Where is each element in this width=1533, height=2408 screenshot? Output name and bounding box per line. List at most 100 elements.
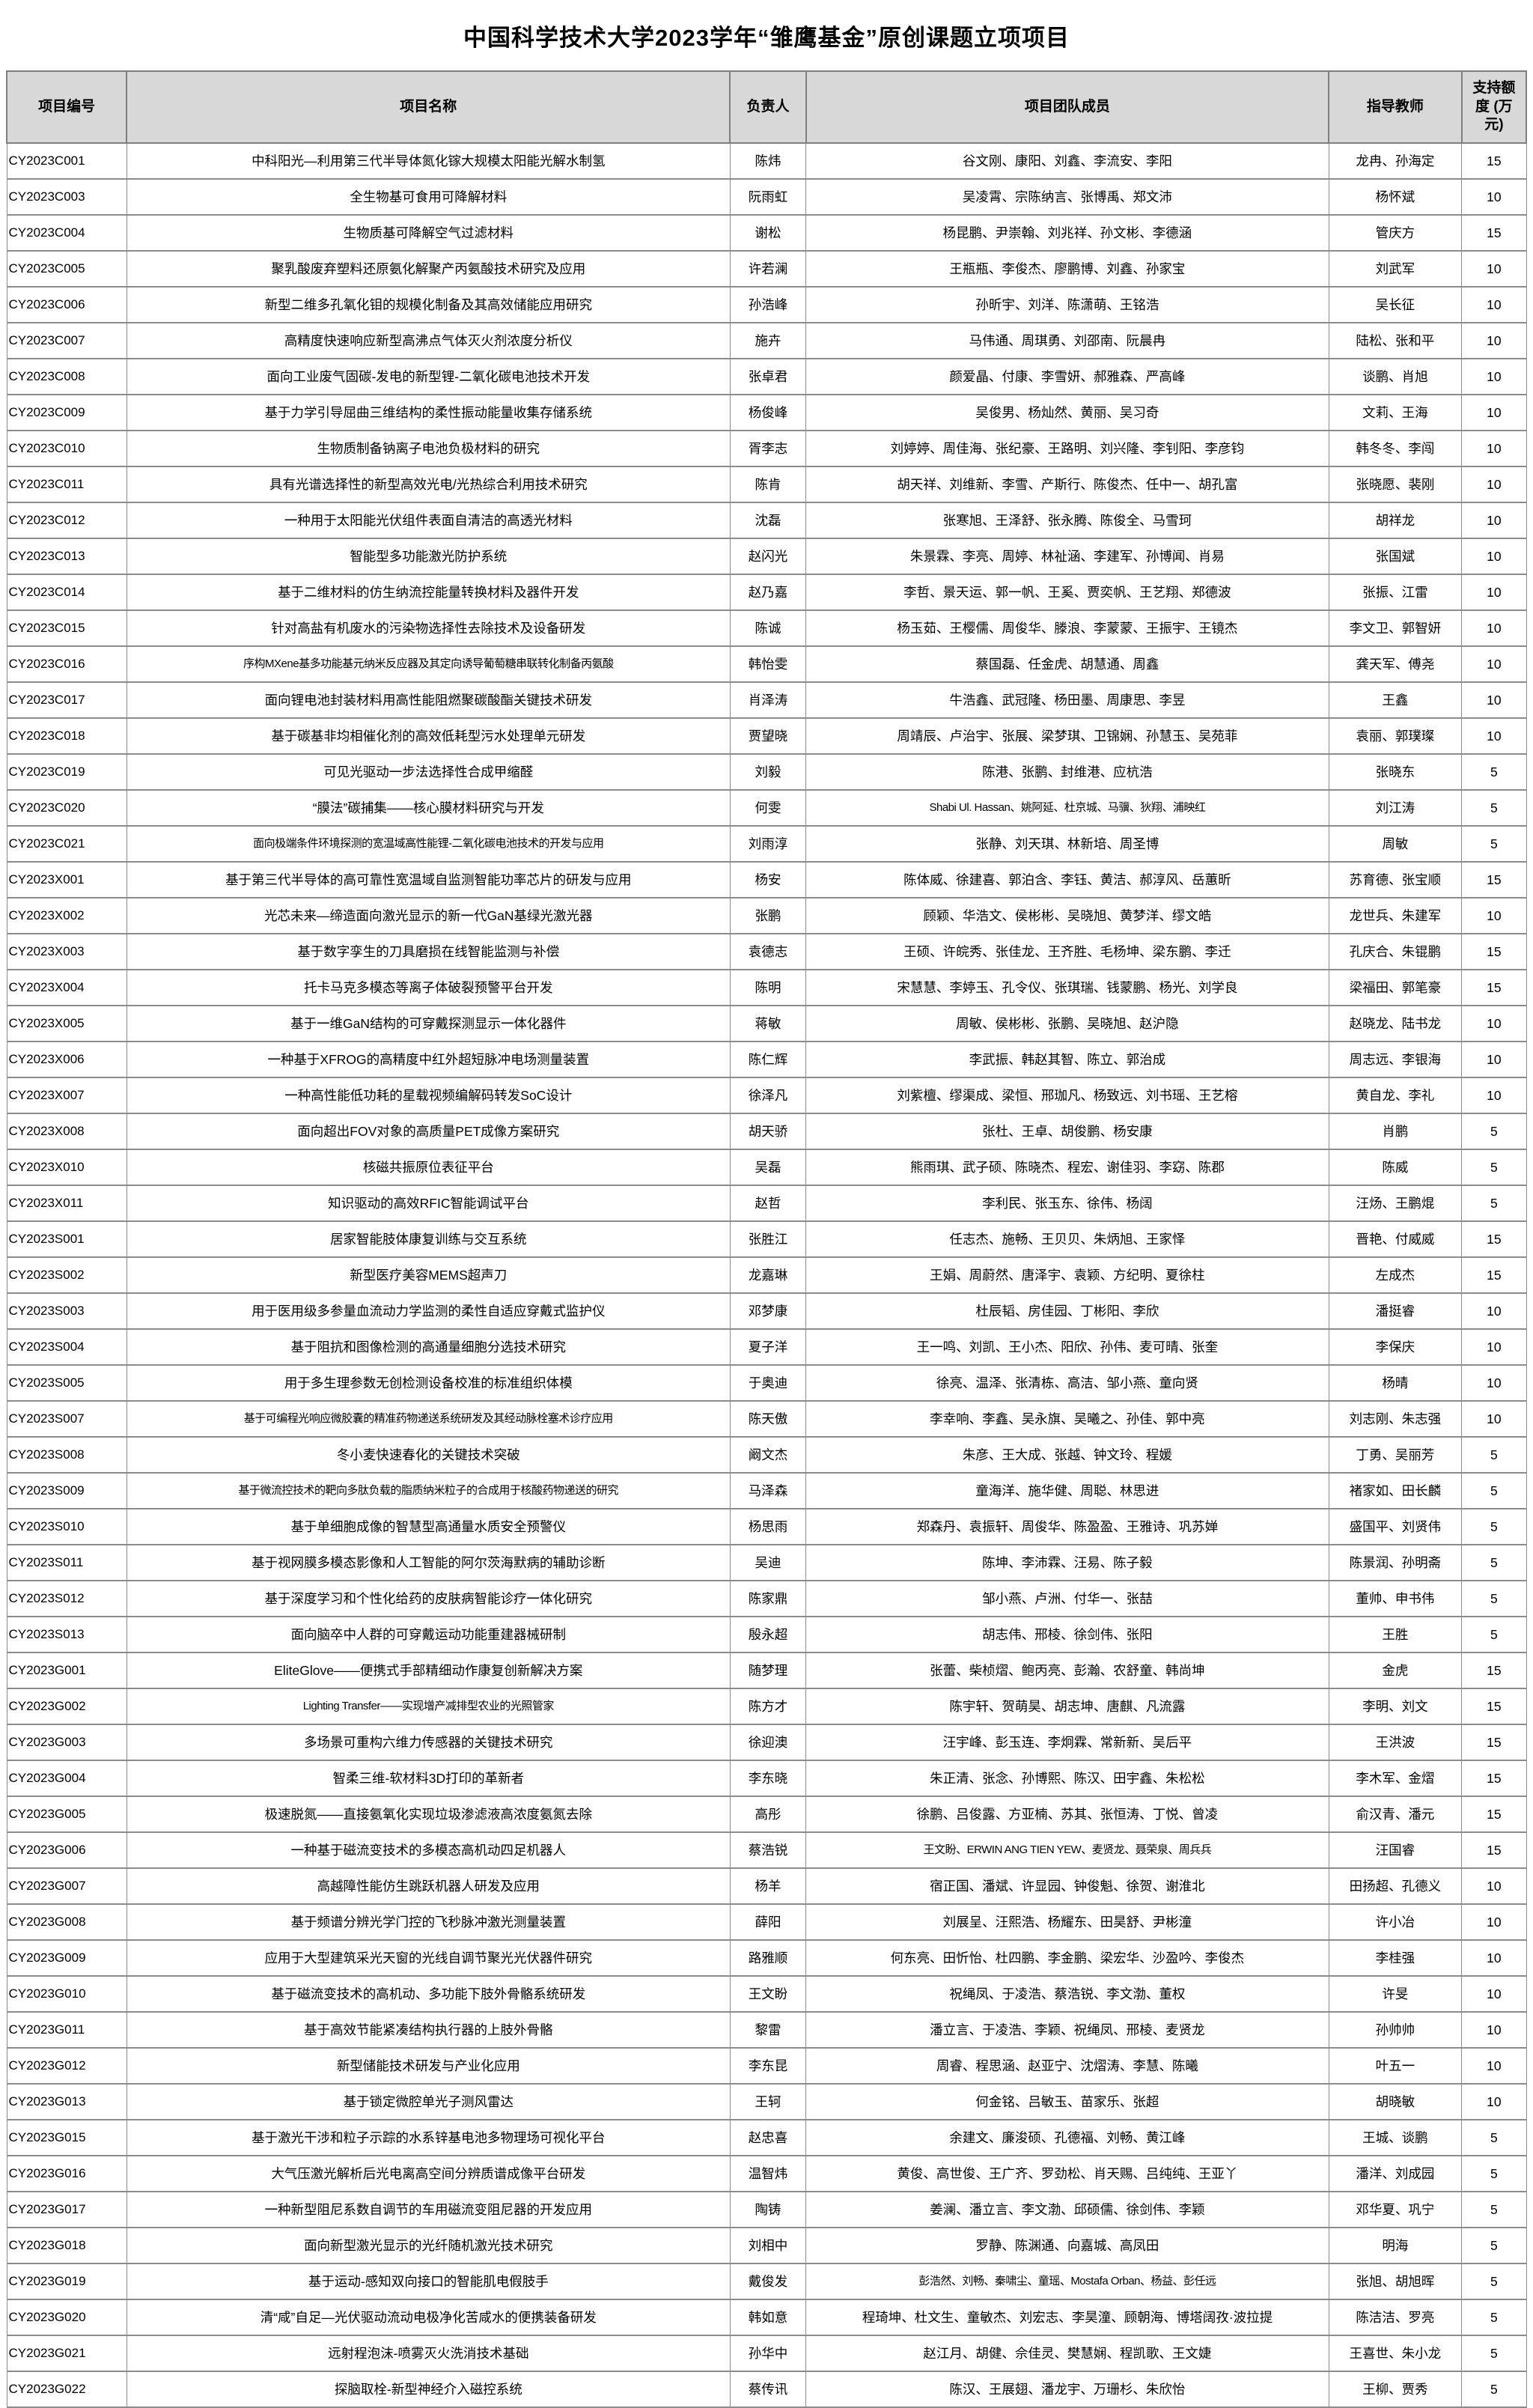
leader-cell: 韩怡雯 — [729, 645, 807, 684]
project-id-cell: CY2023G002 — [6, 1688, 127, 1726]
table-row: CY2023X003 基于数字孪生的刀具磨损在线智能监测与补偿 袁德志 王硕、许皖秀、… — [6, 933, 1527, 971]
project-id-cell: CY2023G013 — [6, 2083, 127, 2121]
table-row: CY2023G006 一种基于磁流变技术的多模态高机动四足机器人 蔡浩锐 王文盼、ER… — [6, 1831, 1527, 1870]
advisors-cell: 张国斌 — [1328, 538, 1463, 576]
table-row: CY2023S007 基于可编程光响应微胶囊的精准药物递送系统研发及其经动脉栓塞术… — [6, 1400, 1527, 1438]
project-id-cell: CY2023C019 — [6, 753, 127, 791]
advisors-cell: 陈洁洁、罗亮 — [1328, 2299, 1463, 2337]
project-id-cell: CY2023G010 — [6, 1975, 127, 2013]
project-id-cell: CY2023C001 — [6, 142, 127, 180]
advisors-cell: 晋艳、付威威 — [1328, 1220, 1463, 1259]
project-id-cell: CY2023S002 — [6, 1256, 127, 1295]
amount-cell: 15 — [1461, 142, 1527, 180]
table-row: CY2023G009 应用于大型建筑采光天窗的光线自调节聚光光伏器件研究 路雅顺 何东… — [6, 1939, 1527, 1977]
amount-cell: 5 — [1461, 2299, 1527, 2337]
project-name-cell: 基于第三代半导体的高可靠性宽温域自监测智能功率芯片的研发与应用 — [126, 861, 731, 899]
members-cell: 朱景霖、李亮、周婷、林祉涵、李建军、孙博闻、肖易 — [805, 538, 1329, 576]
table-row: CY2023G001 EliteGlove——便携式手部精细动作康复创新解决方案随… — [6, 1652, 1527, 1690]
leader-cell: 陈诚 — [729, 609, 807, 648]
advisors-cell: 刘志刚、朱志强 — [1328, 1400, 1463, 1438]
amount-cell: 5 — [1461, 1616, 1527, 1654]
amount-cell: 5 — [1461, 753, 1527, 791]
advisors-cell: 孙帅帅 — [1328, 2011, 1463, 2049]
project-id-cell: CY2023X007 — [6, 1077, 127, 1115]
amount-cell: 15 — [1461, 1796, 1527, 1834]
members-cell: 潘立言、于凌浩、李颖、祝绳凤、邢棱、麦贤龙 — [805, 2011, 1329, 2049]
leader-cell: 施卉 — [729, 322, 807, 360]
table-row: CY2023G022 探脑取栓-新型神经介入磁控系统 蔡传讯 陈汉、王展翅、潘龙宇、万… — [6, 2371, 1527, 2408]
advisors-cell: 汪炀、王鹏焜 — [1328, 1185, 1463, 1223]
project-id-cell: CY2023S013 — [6, 1616, 127, 1654]
members-cell: 吴凌霄、宗陈纳言、张博禹、郑文沛 — [805, 178, 1329, 216]
advisors-cell: 陈威 — [1328, 1149, 1463, 1187]
project-id-cell: CY2023C017 — [6, 681, 127, 720]
leader-cell: 陈仁辉 — [729, 1041, 807, 1079]
advisors-cell: 王胜 — [1328, 1616, 1463, 1654]
project-name-cell: 面向极端条件环境探测的宽温域高性能锂-二氧化碳电池技术的开发与应用 — [126, 825, 731, 863]
project-name-cell: 具有光谱选择性的新型高效光电/光热综合利用技术研究 — [126, 466, 731, 504]
members-cell: 程琦坤、杜文生、童敏杰、刘宏志、李昊潼、顾朝海、博塔阔孜·波拉提 — [805, 2299, 1329, 2337]
project-name-cell: 新型二维多孔氧化钼的规模化制备及其高效储能应用研究 — [126, 286, 731, 324]
amount-cell: 10 — [1461, 358, 1527, 396]
amount-cell: 5 — [1461, 2371, 1527, 2408]
leader-cell: 马泽森 — [729, 1472, 807, 1510]
project-id-cell: CY2023G004 — [6, 1760, 127, 1798]
advisors-cell: 李木军、金熠 — [1328, 1760, 1463, 1798]
leader-cell: 杨俊峰 — [729, 394, 807, 432]
leader-cell: 高彤 — [729, 1796, 807, 1834]
leader-cell: 殷永超 — [729, 1616, 807, 1654]
project-name-cell: 探脑取栓-新型神经介入磁控系统 — [126, 2371, 731, 2408]
members-cell: 刘展呈、汪熙浩、杨耀东、田昊舒、尹彬潼 — [805, 1903, 1329, 1942]
table-row: CY2023S013 面向脑卒中人群的可穿戴运动功能重建器械研制 殷永超 胡志伟、邢棱… — [6, 1616, 1527, 1654]
table-row: CY2023S010 基于单细胞成像的智慧型高通量水质安全预警仪 杨思雨 郑森丹、袁振… — [6, 1508, 1527, 1546]
table-row: CY2023G019 基于运动-感知双向接口的智能肌电假肢手 戴俊发 彭浩然、刘畅、秦… — [6, 2263, 1527, 2301]
project-id-cell: CY2023G021 — [6, 2335, 127, 2373]
advisors-cell: 谈鹏、肖旭 — [1328, 358, 1463, 396]
table-row: CY2023X010 核磁共振原位表征平台 吴磊 熊雨琪、武子硕、陈晓杰、程宏、谢佳羽… — [6, 1149, 1527, 1187]
project-name-cell: Lighting Transfer——实现增产减排型农业的光照管家 — [126, 1688, 731, 1726]
table-row: CY2023G010 基于磁流变技术的高机动、多功能下肢外骨骼系统研发 王文盼 祝绳凤… — [6, 1975, 1527, 2013]
project-id-cell: CY2023C006 — [6, 286, 127, 324]
amount-cell: 5 — [1461, 2335, 1527, 2373]
members-cell: 王一鸣、刘凯、王小杰、阳欣、孙伟、麦可晴、张奎 — [805, 1328, 1329, 1366]
table-row: CY2023C011 具有光谱选择性的新型高效光电/光热综合利用技术研究 陈肯 胡天祥… — [6, 466, 1527, 504]
amount-cell: 10 — [1461, 1400, 1527, 1438]
project-name-cell: 基于单细胞成像的智慧型高通量水质安全预警仪 — [126, 1508, 731, 1546]
advisors-cell: 王鑫 — [1328, 681, 1463, 720]
project-name-cell: 用于医用级多参量血流动力学监测的柔性自适应穿戴式监护仪 — [126, 1292, 731, 1331]
advisors-cell: 胡祥龙 — [1328, 502, 1463, 540]
advisors-cell: 陈景润、孙明斋 — [1328, 1544, 1463, 1582]
project-id-cell: CY2023C005 — [6, 250, 127, 288]
leader-cell: 赵哲 — [729, 1185, 807, 1223]
project-id-cell: CY2023C013 — [6, 538, 127, 576]
project-name-cell: 基于力学引导屈曲三维结构的柔性振动能量收集存储系统 — [126, 394, 731, 432]
project-id-cell: CY2023G018 — [6, 2227, 127, 2265]
amount-cell: 10 — [1461, 1041, 1527, 1079]
leader-cell: 张鹏 — [729, 897, 807, 935]
project-name-cell: 清“咸”自足—光伏驱动流动电极净化苦咸水的便携装备研发 — [126, 2299, 731, 2337]
table-row: CY2023X002 光芯未来—缔造面向激光显示的新一代GaN基绿光激光器 张鹏 顾颖… — [6, 897, 1527, 935]
advisors-cell: 盛国平、刘贤伟 — [1328, 1508, 1463, 1546]
table-header: 项目编号 项目名称 负责人 项目团队成员 指导教师 支持额度 (万元) — [5, 70, 1528, 145]
project-name-cell: 高越障性能仿生跳跃机器人研发及应用 — [126, 1867, 731, 1906]
table-row: CY2023G008 基于频谱分辨光学门控的飞秒脉冲激光测量装置 薛阳 刘展呈、汪熙浩… — [6, 1903, 1527, 1942]
advisors-cell: 李明、刘文 — [1328, 1688, 1463, 1726]
amount-cell: 5 — [1461, 1149, 1527, 1187]
amount-cell: 15 — [1461, 1724, 1527, 1762]
leader-cell: 阮雨虹 — [729, 178, 807, 216]
table-row: CY2023C016 序构MXene基多功能基元纳米反应器及其定向诱导葡萄糖串联转… — [6, 645, 1527, 684]
amount-cell: 10 — [1461, 2011, 1527, 2049]
advisors-cell: 潘挺睿 — [1328, 1292, 1463, 1331]
project-name-cell: 冬小麦快速春化的关键技术突破 — [126, 1436, 731, 1474]
table-row: CY2023C013 智能型多功能激光防护系统 赵闪光 朱景霖、李亮、周婷、林祉涵、李… — [6, 538, 1527, 576]
members-cell: 王瓶瓶、李俊杰、廖鹏博、刘鑫、孙家宝 — [805, 250, 1329, 288]
leader-cell: 陶铸 — [729, 2191, 807, 2229]
project-id-cell: CY2023G017 — [6, 2191, 127, 2229]
advisors-cell: 龚天军、傅尧 — [1328, 645, 1463, 684]
table-row: CY2023G012 新型储能技术研发与产业化应用 李东昆 周睿、程思涵、赵亚宁、沈熠… — [6, 2047, 1527, 2085]
project-name-cell: 基于频谱分辨光学门控的飞秒脉冲激光测量装置 — [126, 1903, 731, 1942]
amount-cell: 15 — [1461, 1760, 1527, 1798]
advisors-cell: 王城、谈鹏 — [1328, 2119, 1463, 2157]
project-name-cell: 新型储能技术研发与产业化应用 — [126, 2047, 731, 2085]
leader-cell: 陈家鼎 — [729, 1580, 807, 1618]
